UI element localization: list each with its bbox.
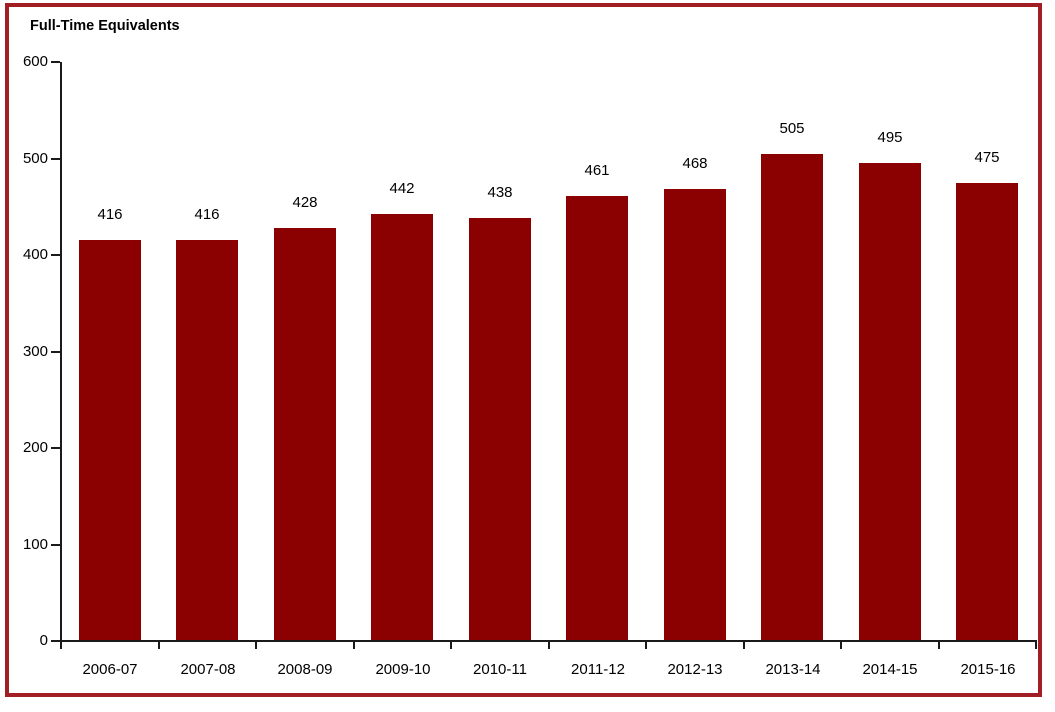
x-axis-tick	[548, 640, 550, 649]
x-axis-tick	[353, 640, 355, 649]
y-axis-tick-label: 400	[22, 246, 48, 263]
bar-value-label: 416	[97, 206, 123, 223]
bar	[566, 196, 628, 640]
bar-value-label: 468	[682, 155, 708, 172]
x-axis-tick-label: 2015-16	[960, 661, 1016, 678]
bar-value-label: 475	[974, 149, 1000, 166]
y-axis-tick-label: 100	[22, 536, 48, 553]
bar	[469, 218, 531, 640]
bar-value-label: 438	[487, 184, 513, 201]
chart-title: Full-Time Equivalents	[30, 18, 180, 34]
y-axis-tick	[51, 640, 60, 642]
x-axis-tick-label: 2007-08	[180, 661, 236, 678]
x-axis-tick-label: 2011-12	[571, 661, 625, 678]
x-axis-tick	[645, 640, 647, 649]
bar-value-label: 416	[194, 206, 220, 223]
x-axis-tick	[158, 640, 160, 649]
y-axis-tick	[51, 61, 60, 63]
x-axis-tick-label: 2014-15	[862, 661, 918, 678]
bar	[664, 189, 726, 640]
x-axis-tick-label: 2012-13	[667, 661, 723, 678]
x-axis-tick	[255, 640, 257, 649]
bar	[859, 163, 921, 640]
x-axis-tick-label: 2008-09	[277, 661, 333, 678]
x-axis-tick	[938, 640, 940, 649]
y-axis-tick	[51, 158, 60, 160]
bar	[274, 228, 336, 640]
y-axis-tick-label: 300	[22, 343, 48, 360]
bar-value-label: 442	[389, 180, 415, 197]
bar	[761, 154, 823, 640]
bar	[371, 214, 433, 640]
y-axis-tick-label: 600	[22, 53, 48, 70]
x-axis-tick-label: 2013-14	[765, 661, 821, 678]
x-axis-tick-label: 2009-10	[375, 661, 431, 678]
y-axis-tick	[51, 544, 60, 546]
x-axis-tick-label: 2010-11	[473, 661, 527, 678]
y-axis-tick-label: 500	[22, 150, 48, 167]
x-axis-tick	[743, 640, 745, 649]
y-axis-line	[60, 62, 62, 647]
bar-value-label: 505	[779, 120, 805, 137]
bar-value-label: 461	[584, 162, 610, 179]
y-axis-tick	[51, 254, 60, 256]
y-axis-tick-label: 200	[22, 439, 48, 456]
x-axis-tick-label: 2006-07	[82, 661, 138, 678]
y-axis-tick-label: 0	[39, 632, 48, 649]
y-axis-tick	[51, 351, 60, 353]
x-axis-tick	[840, 640, 842, 649]
bar-value-label: 428	[292, 194, 318, 211]
y-axis-tick	[51, 447, 60, 449]
x-axis-tick	[450, 640, 452, 649]
bar	[956, 183, 1018, 640]
x-axis-tick	[1035, 640, 1037, 649]
x-axis-tick	[60, 640, 62, 649]
bar-value-label: 495	[877, 129, 903, 146]
bar	[176, 240, 238, 640]
bar	[79, 240, 141, 640]
